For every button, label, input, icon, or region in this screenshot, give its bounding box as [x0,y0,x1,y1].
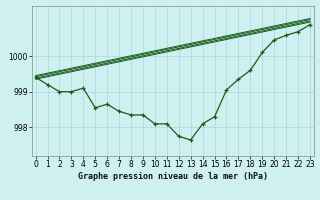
X-axis label: Graphe pression niveau de la mer (hPa): Graphe pression niveau de la mer (hPa) [78,172,268,181]
